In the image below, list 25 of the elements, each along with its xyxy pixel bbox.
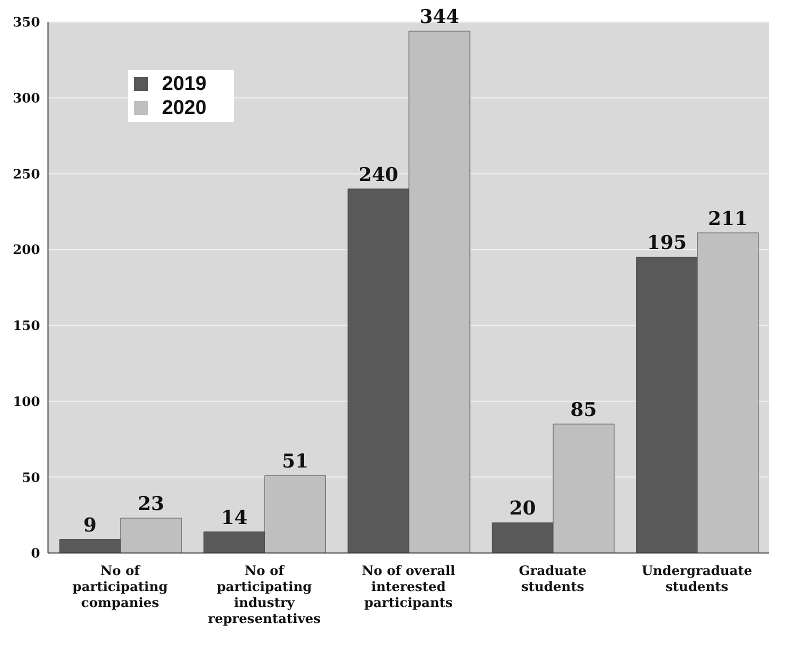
legend-label: 2019	[162, 72, 206, 96]
y-tick-label: 100	[12, 394, 40, 410]
data-label: 195	[647, 232, 687, 254]
data-label: 23	[138, 493, 164, 516]
data-label: 9	[83, 514, 97, 536]
y-tick-label: 50	[22, 470, 40, 486]
data-label: 211	[708, 208, 748, 230]
data-label: 344	[420, 6, 460, 28]
x-tick-label: Graduate students	[518, 564, 587, 595]
data-label: 85	[570, 399, 597, 422]
y-tick-label: 0	[30, 546, 40, 562]
y-tick-label: 250	[12, 167, 40, 182]
y-tick-label: 150	[12, 319, 40, 334]
legend-label: 2020	[162, 96, 206, 120]
x-tick-label: No of participating companies	[72, 564, 168, 611]
data-label: 51	[282, 450, 308, 473]
y-tick-label: 300	[12, 91, 40, 106]
x-tick-label: No of overall interested participants	[362, 564, 456, 611]
x-tick-label: No of participating industry representatives	[208, 564, 321, 627]
data-label: 240	[358, 164, 398, 186]
y-tick-label: 350	[12, 16, 40, 31]
data-label: 14	[221, 506, 248, 529]
y-tick-label: 200	[12, 243, 40, 258]
x-tick-label: Undergraduate students	[642, 564, 752, 595]
data-label: 20	[509, 498, 536, 520]
